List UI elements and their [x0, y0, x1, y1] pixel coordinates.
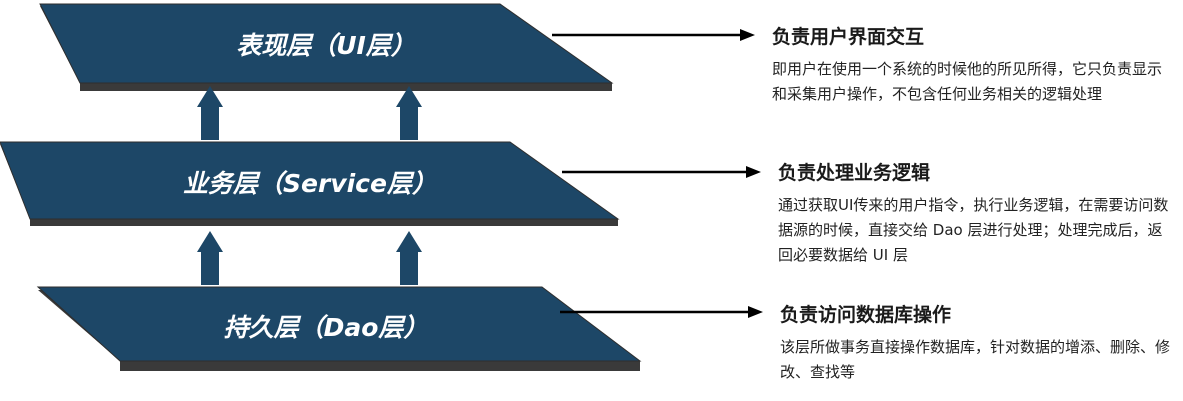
description-service-title: 负责处理业务逻辑	[778, 162, 931, 184]
description-dao: 负责访问数据库操作 该层所做事务直接操作数据库，针对数据的增添、删除、修改、查找…	[780, 300, 1172, 385]
layer-dao: 持久层（Dao层）	[36, 286, 642, 371]
layer-dao-slab	[36, 286, 642, 362]
description-dao-title: 负责访问数据库操作	[780, 304, 952, 326]
layer-service-slab	[0, 141, 620, 220]
arrows-dao-to-service	[197, 231, 422, 285]
pointer-dao	[560, 306, 763, 318]
description-ui-body: 即用户在使用一个系统的时候他的所见所得，它只负责显示和采集用户操作，不包含任何业…	[772, 60, 1163, 103]
up-arrow-icon	[396, 231, 422, 285]
pointer-service	[562, 166, 761, 178]
pointer-ui	[552, 29, 755, 41]
layer-service-label: 业务层（Service层）	[183, 169, 437, 198]
layer-service: 业务层（Service层）	[0, 141, 620, 226]
arrows-service-to-ui	[197, 86, 422, 140]
up-arrow-icon	[396, 86, 422, 140]
pointer-arrowhead-icon	[740, 29, 755, 41]
up-arrow-icon	[197, 231, 223, 285]
layer-dao-label: 持久层（Dao层）	[224, 313, 429, 342]
pointer-arrowhead-icon	[748, 306, 763, 318]
layer-ui-label: 表现层（UI层）	[236, 31, 416, 60]
description-dao-body: 该层所做事务直接操作数据库，针对数据的增添、删除、修改、查找等	[780, 338, 1171, 381]
layer-ui: 表现层（UI层）	[39, 3, 614, 91]
up-arrow-icon	[197, 86, 223, 140]
description-ui-title: 负责用户界面交互	[772, 26, 925, 48]
layer-ui-slab	[39, 3, 614, 84]
pointer-arrowhead-icon	[746, 166, 761, 178]
description-service: 负责处理业务逻辑 通过获取UI传来的用户指令，执行业务逻辑，在需要访问数据源的时…	[778, 158, 1172, 268]
description-service-body: 通过获取UI传来的用户指令，执行业务逻辑，在需要访问数据源的时候，直接交给 Da…	[778, 196, 1169, 264]
description-ui: 负责用户界面交互 即用户在使用一个系统的时候他的所见所得，它只负责显示和采集用户…	[772, 22, 1172, 107]
